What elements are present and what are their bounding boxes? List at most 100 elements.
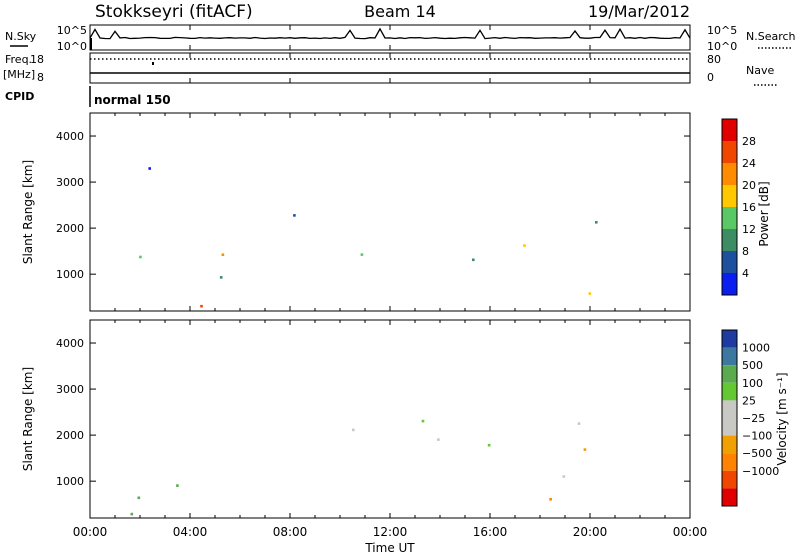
xtick-label-5: 20:00 (573, 525, 608, 539)
nave-label: Nave (746, 64, 774, 77)
xtick-label-3: 12:00 (373, 525, 408, 539)
cell-0-1 (130, 512, 134, 516)
power-ylabel: Slant Range [km] (21, 160, 35, 264)
nsearch-label: N.Search (746, 30, 796, 43)
velocity-ylabel: Slant Range [km] (21, 367, 35, 471)
power-swatch-5 (722, 229, 737, 251)
station-title: Stokkseyri (fitACF) (95, 2, 253, 22)
nsky-label: N.Sky (5, 30, 37, 43)
power-cb-tick-1: 8 (742, 245, 749, 258)
nave-tick-top: 80 (707, 53, 721, 66)
cell-4-0 (293, 214, 296, 217)
time-axis: 00:00 04:00 08:00 12:00 16:00 20:00 00:00 (73, 25, 707, 539)
power-swatch-0 (722, 119, 737, 141)
velocity-cb-tick-5: −100 (742, 430, 772, 443)
velocity-colorbar: 1000 500 100 25 −25 −100 −500 −1000 (721, 329, 779, 507)
velocity-cells (130, 419, 587, 516)
freq-tick-top: 18 (30, 53, 44, 66)
velocity-cb-tick-7: −1000 (742, 465, 779, 478)
velocity-swatch-8 (722, 470, 737, 489)
velocity-swatch-1 (722, 347, 737, 366)
cell-2-0 (148, 167, 151, 170)
velocity-swatch-5 (722, 418, 737, 436)
nsearch-tick-bottom: 10^0 (707, 40, 737, 53)
cell-3-1 (562, 475, 566, 478)
power-swatch-3 (722, 185, 737, 207)
cell-0-2 (137, 496, 141, 500)
cell-1-2 (352, 428, 355, 432)
velocity-cb-tick-1: 500 (742, 359, 763, 372)
cell-1-1 (421, 419, 425, 423)
power-swatch-2 (722, 163, 737, 185)
cpid-value: normal 150 (94, 93, 171, 107)
velocity-swatch-2 (722, 365, 737, 383)
freq-label: Freq. (5, 53, 32, 66)
cell-7-0 (472, 258, 475, 262)
nsearch-tick-top: 10^5 (707, 24, 737, 37)
cpid-label: CPID (5, 90, 34, 103)
ytick-label-3: 4000 (56, 337, 84, 350)
ytick-label-3: 4000 (56, 130, 84, 143)
cell-3-3 (583, 448, 587, 451)
ytick-label-2: 3000 (56, 383, 84, 396)
power-cb-tick-4: 20 (742, 179, 756, 192)
date-title: 19/Mar/2012 (588, 2, 690, 21)
ytick-label-2: 3000 (56, 176, 84, 189)
power-swatch-6 (722, 251, 737, 273)
velocity-cb-tick-4: −25 (742, 412, 765, 425)
power-cb-tick-3: 16 (742, 201, 756, 214)
xtick-label-2: 08:00 (273, 525, 308, 539)
cell-0-0 (139, 255, 142, 259)
nsky-tick-bottom: 10^0 (57, 40, 87, 53)
ytick-label-1: 2000 (56, 222, 84, 235)
nsky-trace (89, 27, 691, 40)
velocity-colorbar-label: Velocity [m s⁻¹] (775, 372, 789, 465)
cell-0-0 (176, 484, 179, 487)
power-cb-tick-5: 24 (742, 157, 756, 170)
velocity-swatch-4 (722, 400, 737, 418)
freq-strip: Freq. [MHz] 18 8 80 0 Nave (3, 52, 778, 86)
velocity-swatch-3 (722, 382, 737, 401)
cell-7-1 (523, 244, 526, 247)
freq-tick-bottom: 8 (37, 71, 44, 84)
cell-0-2 (219, 276, 223, 279)
power-panel: 1000 2000 3000 4000 Slant Range [km] 4 8 12 16… (21, 112, 771, 312)
velocity-cb-tick-0: 1000 (742, 342, 770, 355)
power-swatch-1 (722, 141, 737, 163)
cell-1-0 (200, 304, 203, 308)
velocity-panel: 1000 2000 3000 4000 Slant Range [km] 1000 50… (21, 319, 789, 519)
power-colorbar-label: Power [dB] (757, 181, 771, 246)
ytick-label-0: 1000 (56, 268, 84, 281)
velocity-swatch-6 (722, 435, 737, 454)
xtick-label-0: 00:00 (73, 525, 108, 539)
nave-tick-bottom: 0 (707, 71, 714, 84)
ytick-label-1: 2000 (56, 429, 84, 442)
xaxis-label: Time UT (364, 541, 415, 554)
ytick-label-0: 1000 (56, 475, 84, 488)
freq-unit: [MHz] (3, 68, 35, 81)
cell-1-0 (437, 438, 440, 441)
cell-3-2 (577, 422, 581, 425)
cell-4-0 (549, 498, 552, 501)
xtick-label-1: 04:00 (173, 525, 208, 539)
power-cb-tick-0: 4 (742, 267, 749, 280)
cell-8-0 (595, 221, 598, 224)
velocity-swatch-7 (722, 453, 737, 471)
power-swatch-7 (722, 273, 737, 295)
cell-0-1 (221, 253, 225, 256)
nsky-tick-top: 10^5 (57, 24, 87, 37)
power-cb-tick-2: 12 (742, 223, 756, 236)
power-cells (139, 167, 598, 308)
power-cb-tick-6: 28 (742, 135, 756, 148)
cell-9-0 (588, 292, 592, 295)
velocity-cb-tick-2: 100 (742, 377, 763, 390)
cpid-row: CPID normal 150 (5, 86, 171, 107)
nsky-strip: N.Sky 10^5 10^0 10^5 10^0 N.Search (5, 24, 796, 53)
velocity-cb-tick-6: −500 (742, 447, 772, 460)
xtick-label-4: 16:00 (473, 525, 508, 539)
power-colorbar: 4 8 12 16 20 24 28 (721, 118, 756, 296)
cell-5-0 (360, 253, 364, 256)
velocity-swatch-0 (722, 330, 737, 348)
velocity-swatch-9 (722, 488, 737, 506)
